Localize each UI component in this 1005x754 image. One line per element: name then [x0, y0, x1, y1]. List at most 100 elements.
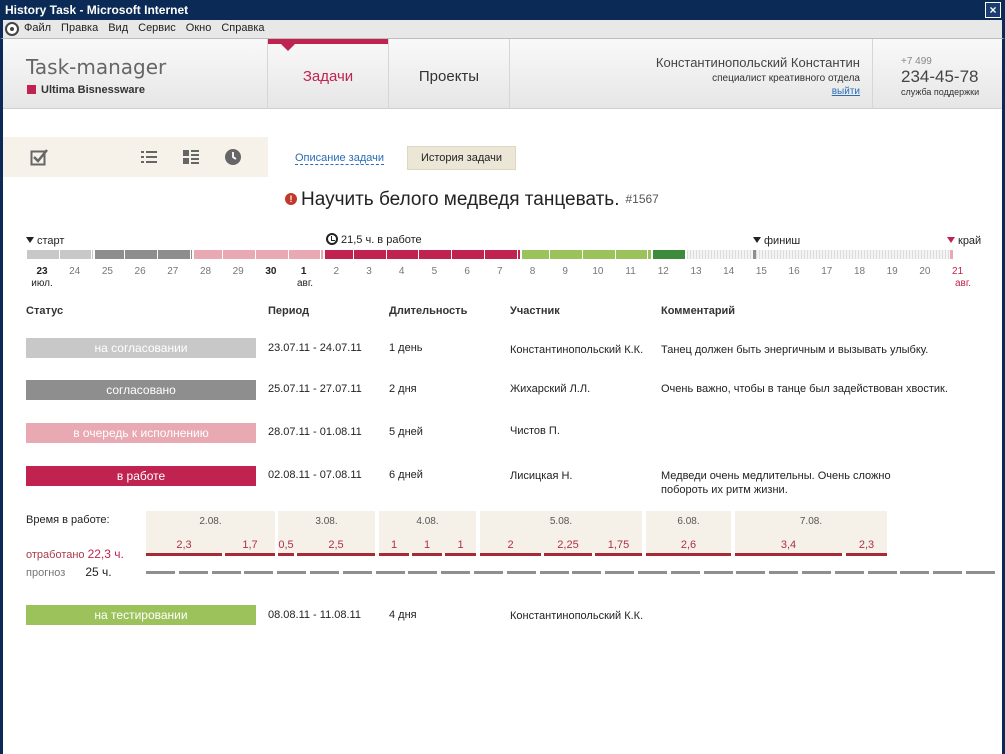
timeline-segment-test: [522, 250, 651, 259]
menu-help[interactable]: Справка: [221, 22, 265, 34]
timeline-segment-today: [653, 250, 685, 259]
worked-hours-bar: [544, 553, 592, 556]
month-label-jul: июл.: [31, 278, 53, 289]
user-role: специалист креативного отдела: [712, 73, 860, 84]
menu-file[interactable]: Файл: [24, 22, 52, 34]
col-comment: Комментарий: [661, 305, 736, 317]
status-test[interactable]: на тестировании: [26, 605, 256, 625]
worked-hours-value: 3,4: [780, 539, 797, 551]
worked-hours-value: 2,3: [858, 539, 875, 551]
app-header: Task-manager Ultima Bisnessware Задачи П…: [3, 39, 1002, 109]
company-logo-icon: [27, 85, 36, 94]
status-queue[interactable]: в очередь к исполнению: [26, 423, 256, 443]
status-work[interactable]: в работе: [26, 466, 256, 486]
worked-hours-bar: [595, 553, 642, 556]
timeline-day-label: 19: [886, 266, 898, 277]
row4-duration: 6 дней: [389, 469, 423, 481]
row1-duration: 1 день: [389, 342, 423, 354]
start-marker-icon: [26, 237, 34, 243]
list-icon[interactable]: [140, 148, 158, 166]
timeline-segment-queue: [194, 250, 323, 259]
timeline-day-label: 24: [69, 266, 81, 277]
work-day-box: 4.08.: [379, 511, 476, 553]
timeline-tick: [418, 250, 420, 259]
forecast-dash: [441, 571, 471, 574]
worked-hours-value: 2,3: [176, 539, 192, 551]
view-toolbar: [3, 137, 268, 177]
row5-member: Константинопольский К.К.: [510, 610, 644, 622]
timeline-tick: [189, 250, 191, 259]
nav-tasks[interactable]: Задачи: [267, 39, 389, 109]
support-label: служба поддержки: [901, 87, 980, 97]
close-icon[interactable]: ×: [985, 2, 1001, 18]
timeline-day-label: 28: [199, 266, 212, 277]
row1-member: Константинопольский К.К.: [510, 344, 644, 356]
checkbox-icon[interactable]: [30, 148, 48, 166]
grid-list-icon[interactable]: [182, 148, 200, 166]
worked-value: 22,3 ч.: [87, 547, 124, 561]
row3-duration: 5 дней: [389, 426, 423, 438]
timeline-deadline-label: край: [958, 235, 982, 247]
row5-period: 08.08.11 - 11.08.11: [268, 609, 361, 621]
timeline-tick: [483, 250, 485, 259]
company-name: Ultima Bisnessware: [27, 84, 145, 96]
forecast-dash: [638, 571, 667, 574]
status-review[interactable]: на согласовании: [26, 338, 256, 358]
timeline-tick: [647, 250, 649, 259]
work-day-label: 7.08.: [799, 516, 823, 527]
timeline-segment-approved: [95, 250, 192, 259]
worked-total: отработано 22,3 ч.: [26, 547, 124, 561]
nav-projects[interactable]: Проекты: [388, 39, 509, 109]
timeline-finish-line: [753, 250, 756, 259]
menu-window[interactable]: Окно: [185, 22, 212, 34]
menu-edit[interactable]: Правка: [61, 22, 99, 34]
app-title: Task-manager: [26, 55, 167, 79]
window-frame-left: [0, 39, 3, 754]
work-day-box: 7.08.: [735, 511, 887, 553]
logout-link[interactable]: выйти: [831, 86, 860, 97]
menu-view[interactable]: Вид: [108, 22, 129, 34]
forecast-dash: [802, 571, 831, 574]
month-label-aug: авг.: [296, 278, 314, 289]
worked-hours-bar: [379, 553, 409, 556]
worked-hours-bar: [445, 553, 476, 556]
menu-bar: Файл Правка Вид Сервис Окно Справка: [0, 20, 1005, 39]
timeline-day-label: 8: [529, 266, 536, 277]
worked-hours-value: 1: [457, 539, 464, 551]
work-day-box: 2.08.: [146, 511, 275, 553]
warning-icon: !: [285, 193, 297, 205]
window-frame-right: [1002, 39, 1005, 754]
timeline-start-label: старт: [37, 235, 65, 247]
nav-divider: [509, 39, 510, 109]
worked-hours-value: 1,75: [607, 539, 630, 551]
clock-icon[interactable]: [224, 148, 242, 166]
timeline-day-label: 25: [101, 266, 113, 277]
history-button[interactable]: История задачи: [407, 146, 516, 170]
work-day-label: 4.08.: [416, 516, 439, 527]
description-link[interactable]: Описание задачи: [295, 152, 384, 165]
worked-hours-bar: [412, 553, 442, 556]
timeline-tick: [287, 250, 289, 259]
timeline-start: старт: [26, 235, 64, 247]
forecast-dash: [933, 571, 963, 574]
timeline-day-label: 9: [562, 266, 568, 277]
forecast-dash: [310, 571, 339, 574]
work-time-label: Время в работе:: [26, 514, 110, 526]
forecast-dash: [375, 571, 405, 574]
work-day-box: 6.08.: [646, 511, 731, 553]
timeline-tick: [91, 250, 93, 259]
timeline-day-label: 1: [300, 266, 307, 277]
row4-member: Лисицкая Н.: [510, 470, 573, 482]
timeline-day-label: 23: [36, 266, 48, 277]
row2-member: Жихарский Л.Л.: [510, 383, 591, 395]
worked-hours-bar: [735, 553, 842, 556]
row2-period: 25.07.11 - 27.07.11: [268, 383, 362, 395]
status-approved[interactable]: согласовано: [26, 380, 256, 400]
work-day-label: 5.08.: [549, 516, 573, 527]
menu-service[interactable]: Сервис: [138, 22, 176, 34]
worked-hours-bar: [297, 553, 375, 556]
window-title: History Task - Microsoft Internet: [5, 3, 189, 17]
forecast-dash: [211, 571, 241, 574]
row4-comment: Медведи очень медлительны. Очень сложно …: [661, 470, 891, 496]
forecast-dash: [605, 571, 635, 574]
